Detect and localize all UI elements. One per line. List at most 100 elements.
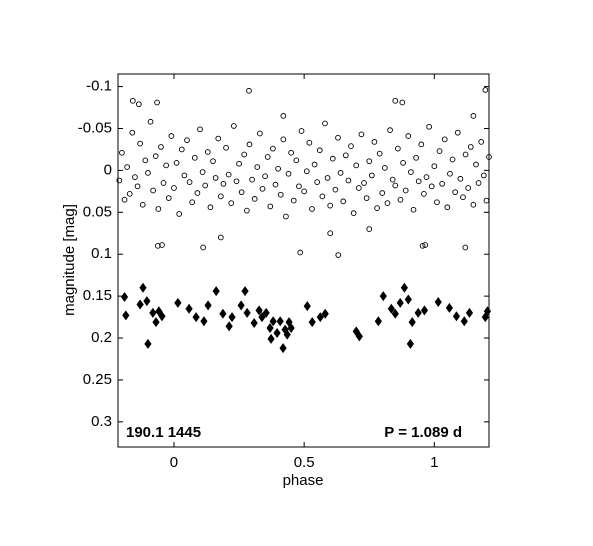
data-point xyxy=(168,133,175,139)
data-point xyxy=(254,164,261,170)
data-point xyxy=(322,120,328,127)
data-point xyxy=(212,175,219,181)
data-point xyxy=(255,305,263,316)
data-point xyxy=(184,137,190,144)
data-point xyxy=(414,307,422,318)
x-axis-label: phase xyxy=(283,472,324,489)
data-point xyxy=(431,163,438,170)
data-point xyxy=(329,155,336,162)
x-tick-label: 0.5 xyxy=(294,454,315,471)
data-point xyxy=(192,312,200,323)
data-point xyxy=(200,244,206,251)
data-point xyxy=(287,322,295,333)
data-point xyxy=(405,133,412,139)
data-point xyxy=(355,331,363,342)
data-point xyxy=(483,306,492,317)
data-point xyxy=(374,316,382,327)
data-point xyxy=(155,206,162,212)
data-point xyxy=(212,286,220,297)
data-point xyxy=(119,149,125,156)
annotation: 190.1 1445 xyxy=(126,424,201,441)
data-point xyxy=(366,158,373,165)
data-point xyxy=(116,177,123,184)
data-point xyxy=(415,178,422,185)
data-point xyxy=(379,190,386,196)
data-point xyxy=(228,312,236,323)
data-point xyxy=(176,211,183,217)
data-point xyxy=(154,99,160,106)
data-point xyxy=(423,174,430,180)
data-point xyxy=(266,322,274,333)
data-point xyxy=(348,143,354,149)
data-point xyxy=(434,199,440,206)
data-point xyxy=(293,157,300,164)
data-point xyxy=(436,148,443,154)
data-point xyxy=(204,300,212,311)
data-point xyxy=(228,200,235,206)
data-point xyxy=(384,200,391,206)
data-point xyxy=(290,197,297,204)
data-point xyxy=(225,321,233,332)
data-point xyxy=(350,210,357,216)
data-point xyxy=(223,144,229,151)
data-point xyxy=(303,301,311,312)
data-point xyxy=(288,149,294,156)
data-point xyxy=(277,191,284,198)
data-point xyxy=(149,307,157,318)
data-point xyxy=(408,317,416,328)
data-point xyxy=(399,99,406,106)
data-point xyxy=(241,151,248,158)
data-point xyxy=(460,316,468,327)
data-point xyxy=(243,307,251,318)
data-point xyxy=(345,177,352,184)
data-point xyxy=(220,180,227,187)
data-point xyxy=(371,139,378,145)
data-point xyxy=(246,141,253,148)
data-point xyxy=(152,153,159,159)
data-point xyxy=(337,170,344,176)
data-point xyxy=(376,150,383,157)
data-point xyxy=(327,230,334,237)
data-point xyxy=(197,126,203,133)
data-point xyxy=(392,97,399,104)
data-point xyxy=(139,201,146,208)
data-point xyxy=(154,242,161,249)
data-point xyxy=(421,191,427,197)
data-point xyxy=(132,174,138,180)
data-point xyxy=(420,305,429,316)
data-point xyxy=(129,97,136,104)
data-point xyxy=(285,170,292,177)
data-point xyxy=(251,196,258,202)
data-point xyxy=(454,129,461,136)
data-point xyxy=(272,181,279,188)
data-point xyxy=(283,213,289,220)
data-point xyxy=(199,169,206,175)
y-axis-label: magnitude [mag] xyxy=(61,204,78,316)
y-tick-label: 0 xyxy=(104,161,112,178)
data-point xyxy=(467,144,474,150)
data-point xyxy=(340,198,347,205)
data-point xyxy=(273,328,281,339)
data-point xyxy=(143,296,151,307)
data-point xyxy=(397,196,404,203)
data-point xyxy=(217,234,224,241)
data-point xyxy=(395,145,401,152)
data-point xyxy=(219,308,227,319)
x-tick-label: 0 xyxy=(170,454,178,471)
data-point xyxy=(160,180,167,186)
data-point xyxy=(163,162,170,169)
data-point xyxy=(316,312,324,323)
data-point xyxy=(309,206,315,212)
data-point xyxy=(233,178,240,185)
data-point xyxy=(482,87,489,93)
data-point xyxy=(152,317,160,328)
data-point xyxy=(158,311,166,322)
data-point xyxy=(236,160,242,167)
data-point xyxy=(353,162,360,169)
data-point xyxy=(238,189,245,196)
annotation: P = 1.089 d xyxy=(384,424,462,441)
data-point xyxy=(145,170,151,176)
data-point xyxy=(207,204,214,211)
data-point xyxy=(314,179,321,185)
data-point xyxy=(124,164,130,170)
